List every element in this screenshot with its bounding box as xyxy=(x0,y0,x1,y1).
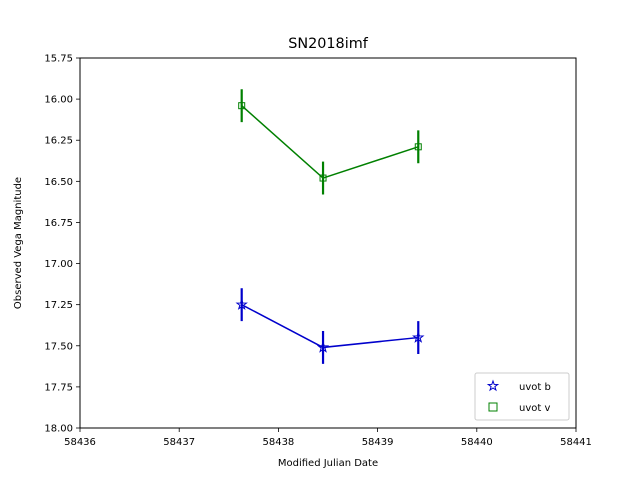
y-tick-label: 15.75 xyxy=(44,54,73,65)
data-point-star xyxy=(412,331,425,343)
x-tick-label: 58441 xyxy=(560,437,592,448)
y-tick-label: 16.25 xyxy=(44,136,73,147)
y-tick-label: 17.25 xyxy=(44,300,73,311)
y-tick-label: 16.50 xyxy=(44,177,73,188)
x-axis: 58436 58437 58438 58439 58440 58441 xyxy=(64,428,592,448)
x-axis-label: Modified Julian Date xyxy=(278,458,378,469)
series-line-uvot-b xyxy=(241,304,419,349)
data-point-star xyxy=(235,298,248,310)
chart-title: SN2018imf xyxy=(288,36,369,52)
y-tick-label: 17.75 xyxy=(44,382,73,393)
data-point-square xyxy=(414,143,422,151)
data-point-square xyxy=(319,174,327,182)
x-tick-label: 58437 xyxy=(163,437,195,448)
legend-marker-star xyxy=(486,379,500,392)
x-tick-label: 58440 xyxy=(461,437,493,448)
y-tick-label: 16.00 xyxy=(44,95,73,106)
y-tick-label: 17.50 xyxy=(44,341,73,352)
x-tick-label: 58438 xyxy=(262,437,294,448)
data-point-square xyxy=(238,102,246,110)
y-tick-label: 18.00 xyxy=(44,424,73,435)
data-point-star xyxy=(316,340,330,353)
y-tick-label: 16.75 xyxy=(44,218,73,229)
x-tick-label: 58439 xyxy=(362,437,394,448)
legend-marker-square xyxy=(488,402,498,412)
plot-frame xyxy=(79,57,577,429)
series-line-uvot-v xyxy=(241,105,419,179)
x-tick-label: 58436 xyxy=(64,437,96,448)
y-tick-label: 17.00 xyxy=(44,259,73,270)
legend-label: uvot v xyxy=(519,403,550,414)
plot-area xyxy=(235,89,425,364)
y-axis: 15.75 16.00 16.25 16.50 16.75 17.00 17.25 17.50… xyxy=(44,54,80,435)
legend: uvot b uvot v xyxy=(474,372,570,421)
legend-box xyxy=(474,372,570,421)
y-axis-label: Observed Vega Magnitude xyxy=(13,177,24,309)
legend-label: uvot b xyxy=(519,382,551,393)
